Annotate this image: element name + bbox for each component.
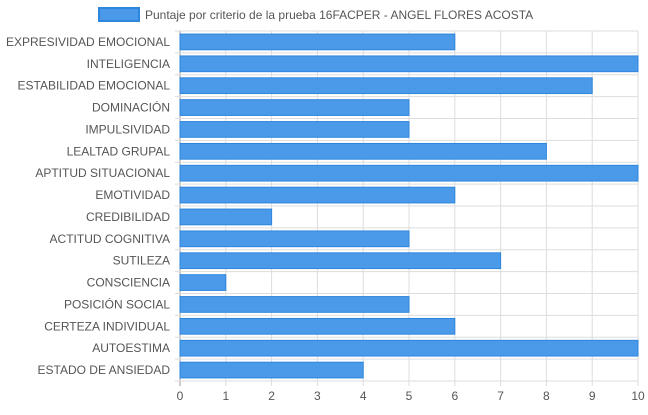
legend-label[interactable]: Puntaje por criterio de la prueba 16FACP… bbox=[145, 8, 533, 22]
category-labels: EXPRESIVIDAD EMOCIONAL INTELIGENCIA ESTABI… bbox=[6, 35, 170, 377]
x-tick-label: 3 bbox=[314, 389, 321, 403]
category-label: APTITUD SITUACIONAL bbox=[35, 166, 170, 180]
x-tick-label: 8 bbox=[543, 389, 550, 403]
bar[interactable] bbox=[179, 186, 456, 204]
category-label: SUTILEZA bbox=[113, 254, 170, 268]
category-label: INTELIGENCIA bbox=[87, 57, 170, 71]
bar[interactable] bbox=[179, 208, 273, 226]
x-tick-label: 9 bbox=[589, 389, 596, 403]
category-label: DOMINACIÓN bbox=[92, 100, 170, 115]
legend[interactable]: Puntaje por criterio de la prueba 16FACP… bbox=[98, 7, 533, 22]
bar[interactable] bbox=[179, 252, 502, 270]
bar[interactable] bbox=[179, 230, 410, 248]
bars bbox=[179, 33, 639, 379]
category-label: EMOTIVIDAD bbox=[95, 188, 170, 202]
category-label: CERTEZA INDIVIDUAL bbox=[44, 319, 170, 333]
bar[interactable] bbox=[179, 142, 547, 160]
bar[interactable] bbox=[179, 361, 364, 379]
bar[interactable] bbox=[179, 55, 639, 73]
bar[interactable] bbox=[179, 274, 227, 291]
bar[interactable] bbox=[179, 33, 456, 51]
category-label: AUTOESTIMA bbox=[92, 341, 170, 355]
bar[interactable] bbox=[179, 99, 410, 116]
category-label: CONSCIENCIA bbox=[87, 276, 170, 290]
category-label: ESTADO DE ANSIEDAD bbox=[38, 363, 171, 377]
bar[interactable] bbox=[179, 164, 639, 182]
x-tick-labels: 0 1 2 3 4 5 6 7 8 9 10 bbox=[177, 389, 645, 403]
legend-swatch[interactable] bbox=[98, 7, 140, 22]
bar[interactable] bbox=[179, 317, 456, 335]
x-tick-label: 0 bbox=[177, 389, 184, 403]
x-tick-label: 7 bbox=[497, 389, 504, 403]
category-label: ACTITUD COGNITIVA bbox=[50, 232, 170, 246]
x-tick-label: 10 bbox=[631, 389, 645, 403]
category-label: POSICIÓN SOCIAL bbox=[64, 296, 170, 311]
category-label: CREDIBILIDAD bbox=[86, 210, 170, 224]
bar[interactable] bbox=[179, 339, 639, 357]
category-label: LEALTAD GRUPAL bbox=[67, 144, 171, 158]
x-tick-label: 2 bbox=[268, 389, 275, 403]
x-tick-label: 5 bbox=[406, 389, 413, 403]
x-tick-label: 1 bbox=[222, 389, 229, 403]
x-tick-label: 4 bbox=[360, 389, 367, 403]
category-label: ESTABILIDAD EMOCIONAL bbox=[18, 79, 171, 93]
bar[interactable] bbox=[179, 77, 593, 95]
bar[interactable] bbox=[179, 296, 410, 313]
category-label: EXPRESIVIDAD EMOCIONAL bbox=[6, 35, 170, 49]
x-tick-label: 6 bbox=[451, 389, 458, 403]
bar[interactable] bbox=[179, 121, 410, 138]
category-label: IMPULSIVIDAD bbox=[85, 122, 170, 136]
